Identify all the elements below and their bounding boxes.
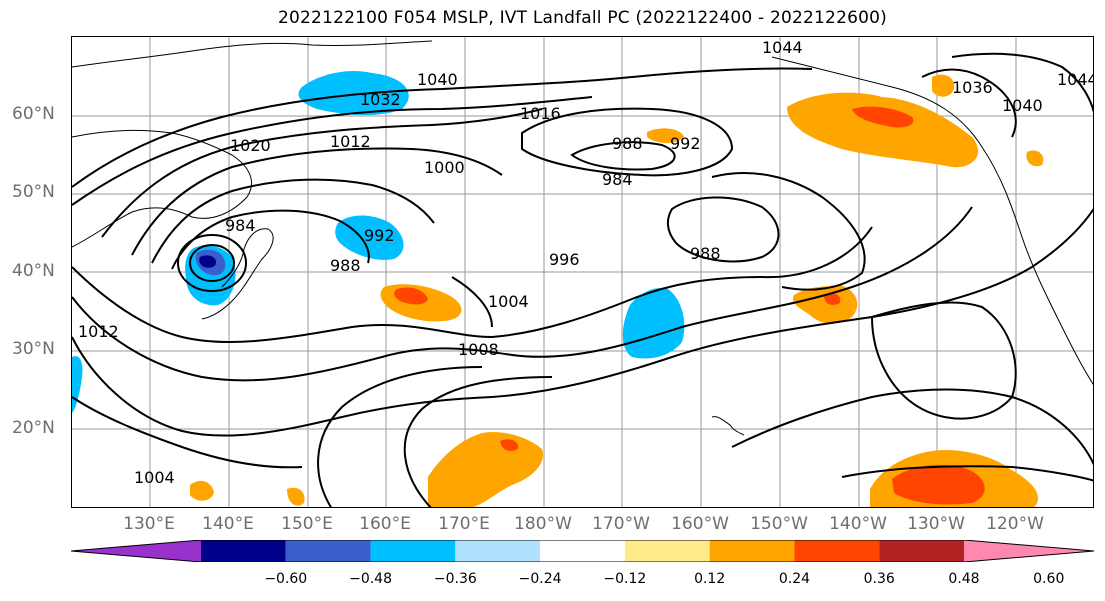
contour-label: 988: [690, 244, 721, 263]
ivt-pos-southwest-blob-2: [287, 487, 305, 506]
lon-label: 170°W: [592, 514, 650, 534]
colorbar-tick-label: −0.36: [433, 571, 477, 587]
colorbar-segment: [455, 540, 541, 562]
colorbar-segment: [879, 540, 964, 562]
ivt-shading: [72, 70, 1044, 507]
lat-label-50n: 50°N: [12, 182, 55, 202]
colorbar-tick-label: −0.12: [603, 571, 647, 587]
contour-label: 1008: [458, 340, 499, 359]
map-title: 2022122100 F054 MSLP, IVT Landfall PC (2…: [278, 8, 887, 28]
contour-label: 996: [549, 250, 580, 269]
ivt-pos-alaska: [787, 92, 979, 168]
graticule: [72, 37, 1093, 507]
lon-label: 150°E: [281, 514, 333, 534]
colorbar-tick-label: −0.24: [518, 571, 562, 587]
colorbar-segment: [285, 540, 371, 562]
ivt-pos-hawaii-west: [428, 432, 544, 507]
ivt-pos-hawaii-west-core: [500, 439, 519, 451]
contour-label: 1000: [424, 158, 465, 177]
lon-label: 130°E: [123, 514, 175, 534]
ivt-pos-westcoast: [932, 74, 955, 97]
lat-label-20n: 20°N: [12, 418, 55, 438]
ivt-pos-east-core: [824, 293, 841, 305]
contour-label: 992: [364, 226, 395, 245]
colorbar-segment: [540, 540, 625, 562]
colorbar-tick-label: −0.48: [349, 571, 392, 587]
ivt-pos-north-pacific: [647, 128, 684, 143]
contour-label: 1020: [230, 136, 271, 155]
lon-label: 120°W: [986, 514, 1044, 534]
lon-label: 160°W: [671, 514, 729, 534]
contour-label: 1004: [488, 292, 529, 311]
map-plot: 1044 1040 1032 1036 1040 1044 1020 1016 …: [72, 37, 1094, 507]
contour-label: 1044: [1057, 70, 1094, 89]
contour-label: 984: [225, 216, 256, 235]
contour-label: 1044: [762, 38, 803, 57]
lat-label-40n: 40°N: [12, 261, 55, 281]
colorbar-tick-label: 0.24: [778, 571, 811, 587]
ivt-neg-aleutian-north: [298, 70, 409, 116]
lat-label-30n: 30°N: [12, 339, 55, 359]
colorbar-segment: [71, 540, 201, 562]
ivt-neg-kamchatka: [335, 215, 404, 260]
contour-label: 988: [330, 256, 361, 275]
colorbar-tick-label: 0.48: [948, 571, 980, 587]
contour-label: 988: [612, 134, 643, 153]
contour-label: 1036: [952, 78, 993, 97]
contour-label: 1032: [360, 90, 401, 109]
colorbar-segment: [201, 540, 286, 562]
colorbar-tick-label: −0.60: [264, 571, 308, 587]
colorbar-segment: [370, 540, 456, 562]
contour-label: 1012: [78, 322, 119, 341]
contour-label: 1004: [134, 468, 175, 487]
ivt-pos-northeast: [792, 285, 858, 324]
lat-label-60n: 60°N: [12, 104, 55, 124]
ivt-pos-subtropic-w-core: [394, 287, 428, 305]
ivt-pos-alaska-core: [852, 106, 914, 128]
colorbar: [71, 540, 1094, 562]
colorbar-segment: [709, 540, 795, 562]
lon-label: 180°W: [514, 514, 572, 534]
lon-label: 140°W: [829, 514, 887, 534]
colorbar-segment: [964, 540, 1094, 562]
colorbar-tick-label: 0.12: [694, 571, 726, 587]
ivt-pos-southeast-core: [892, 464, 985, 505]
colorbar-segment: [624, 540, 710, 562]
ivt-pos-southwest-blob: [190, 480, 214, 501]
colorbar-tick-label: 0.60: [1033, 571, 1065, 587]
colorbar-tick-label: 0.36: [863, 571, 895, 587]
contour-label: 1040: [1002, 96, 1043, 115]
contour-label-group: 1044 1040 1032 1036 1040 1044 1020 1016 …: [78, 38, 1094, 487]
contour-label: 1012: [330, 132, 371, 151]
colorbar-segment: [794, 540, 880, 562]
map-panel: 1044 1040 1032 1036 1040 1044 1020 1016 …: [71, 36, 1094, 508]
ivt-neg-japan-dark: [199, 255, 217, 268]
lon-label: 130°W: [907, 514, 965, 534]
lon-label: 140°E: [202, 514, 254, 534]
ivt-neg-westedge: [72, 356, 83, 413]
mslp-contours: [72, 52, 1093, 507]
lon-label: 170°E: [438, 514, 490, 534]
lon-label: 150°W: [750, 514, 808, 534]
contour-label: 1040: [417, 70, 458, 89]
contour-label: 992: [670, 134, 701, 153]
contour-label: 1016: [520, 104, 561, 123]
lon-label: 160°E: [359, 514, 411, 534]
ivt-pos-westcoast-2: [1026, 150, 1044, 167]
contour-label: 984: [602, 170, 633, 189]
